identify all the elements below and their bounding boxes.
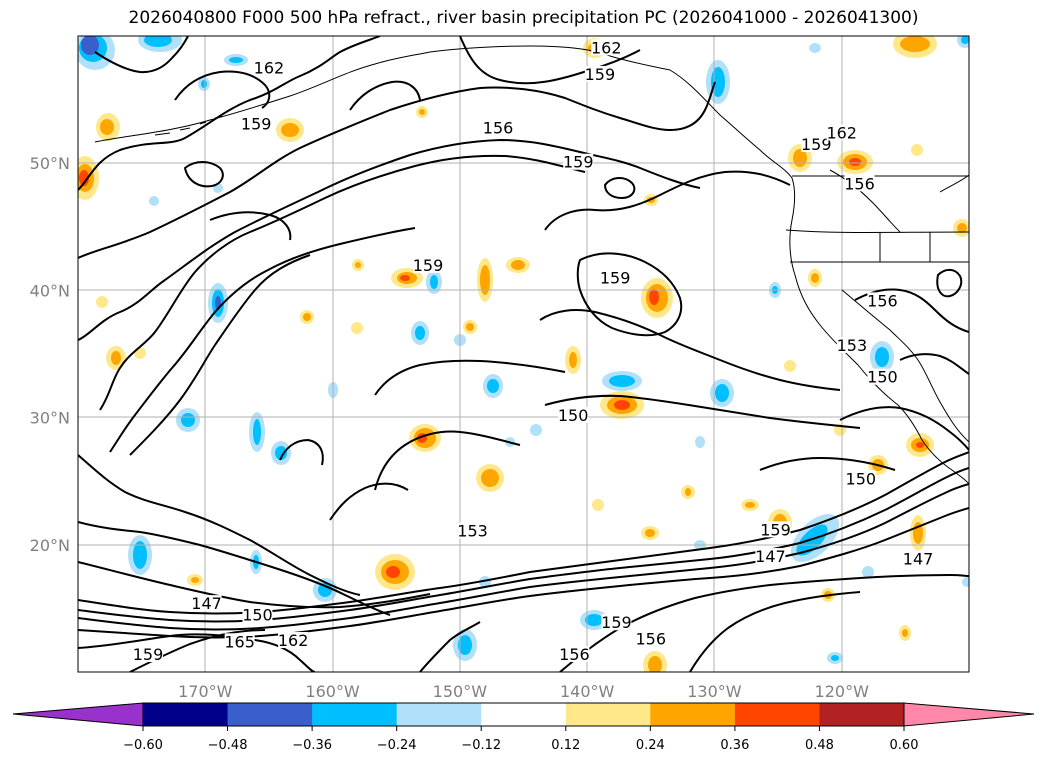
colorbar-tick-label: −0.12 [461,738,501,753]
contour-label: 156 [844,174,875,193]
colorbar-swatch [396,703,482,726]
colorbar-swatch [734,703,820,726]
contour-label: 150 [846,469,877,488]
colorbar-extend-min [12,702,144,727]
colorbar-extend-max [903,702,1035,727]
contour-label: 159 [133,645,164,664]
latitude-tick-label: 40°N [30,281,70,300]
contour-label: 156 [636,630,667,649]
contour-label: 159 [760,520,791,539]
colorbar-tick-label: −0.48 [208,738,248,753]
colorbar-swatch [565,703,651,726]
colorbar-swatches [143,703,905,726]
contour-label-bg [760,521,791,538]
contour-label-bg [457,522,488,539]
latitude-tick-label: 30°N [30,409,70,428]
contour-label: 150 [242,606,273,625]
contour-label-bg [903,550,934,567]
contour-label-bg [224,633,255,650]
colorbar-tick-label: −0.60 [123,738,163,753]
contour-label-bg [600,269,631,286]
colorbar-tick-label: 0.60 [890,738,919,753]
colorbar-swatch [481,703,567,726]
colorbar-tick-label: −0.24 [377,738,417,753]
contour-label: 165 [224,632,255,651]
contour-label-bg [483,119,514,136]
contour-label-bg [278,632,309,649]
colorbar-tick-label: 0.48 [805,738,834,753]
contour-label-bg [413,256,444,273]
colorbar-swatch [227,703,313,726]
contour-label-bg [242,606,273,623]
contour-label-bg [133,646,164,663]
contour-label-bg [845,470,876,487]
colorbar-swatch [143,703,229,726]
contour-label-bg [826,124,857,141]
contour-label-bg [591,39,622,56]
contour-label-bg [844,175,875,192]
contour-label: 162 [254,59,285,78]
longitude-tick-label: 150°W [433,682,488,701]
latitude-tick-label: 50°N [30,154,70,173]
contour-label-bg [584,65,615,82]
contour-label: 162 [591,38,622,57]
colorbar-tick-labels: −0.60 −0.48 −0.36 −0.24 −0.12 0.12 0.24 0.36 0.4… [123,726,918,753]
contour-label: 159 [241,115,272,134]
latitude-labels: 50°N 40°N 30°N 20°N [30,154,70,555]
contour-label-bg [191,595,222,612]
longitude-tick-label: 120°W [815,682,870,701]
contour-label-bg [755,548,786,565]
contour-label: 153 [457,522,488,541]
contour-label: 162 [278,631,309,650]
contour-label: 159 [801,135,832,154]
contour-label: 159 [413,256,444,275]
longitude-tick-label: 170°W [178,682,233,701]
longitude-tick-label: 130°W [687,682,742,701]
longitude-tick-label: 140°W [560,682,615,701]
contour-label: 150 [867,368,898,387]
contour-label-bg [253,59,284,76]
contour-label: 159 [601,613,632,632]
contour-label: 147 [903,550,934,569]
contour-label-bg [558,406,589,423]
figure-title: 2026040800 F000 500 hPa refract., river … [128,8,919,28]
contour-label: 156 [867,291,898,310]
contour-label: 159 [600,268,631,287]
colorbar-swatch [650,703,736,726]
colorbar: −0.60 −0.48 −0.36 −0.24 −0.12 0.12 0.24 0.36 0.4… [12,702,1035,753]
contour-label: 147 [755,547,786,566]
contour-label-bg [836,336,867,353]
colorbar-tick-label: 0.12 [551,738,580,753]
latitude-tick-label: 20°N [30,536,70,555]
longitude-tick-label: 160°W [305,682,360,701]
contour-label-bg [563,153,594,170]
colorbar-tick-label: 0.36 [720,738,749,753]
colorbar-swatch [819,703,905,726]
longitude-labels: 170°W 160°W 150°W 140°W 130°W 120°W [178,682,869,701]
contour-label-bg [241,115,272,132]
contour-label: 153 [837,336,868,355]
colorbar-tick-label: 0.24 [636,738,665,753]
contour-label-bg [867,292,898,309]
contour-label-bg [635,630,666,647]
contour-label: 159 [585,65,616,84]
contour-label: 156 [559,645,590,664]
colorbar-swatch [312,703,398,726]
contour-label-bg [559,646,590,663]
colorbar-tick-label: −0.36 [292,738,332,753]
contour-label: 162 [826,123,857,142]
contour-label-bg [801,135,832,152]
contour-label-bg [601,614,632,631]
map-frame [77,35,970,673]
contour-label: 147 [191,594,222,613]
contour-label-bg [867,368,898,385]
gridlines [78,36,969,672]
contour-label: 156 [483,118,514,137]
colorbar-frame [142,702,905,727]
contour-label: 159 [563,153,594,172]
contour-label: 150 [558,406,589,425]
